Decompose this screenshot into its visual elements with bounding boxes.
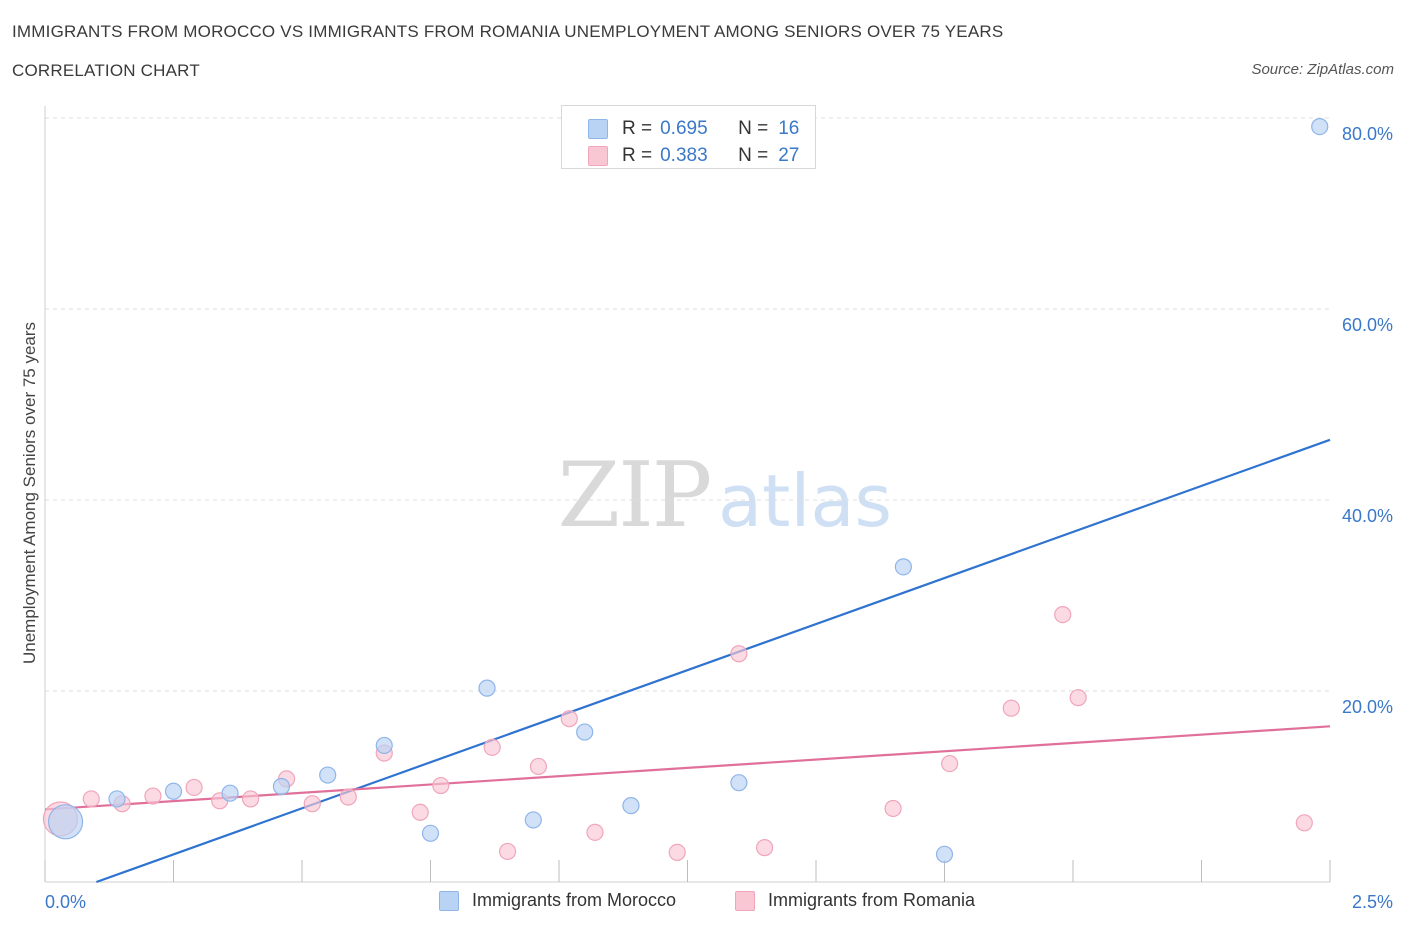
data-point-morocco <box>730 774 748 792</box>
data-point-morocco <box>478 679 496 697</box>
data-point-romania <box>941 754 959 773</box>
series-legend: Immigrants from Morocco Immigrants from … <box>0 890 1406 916</box>
data-points <box>42 117 1329 863</box>
chart-title: IMMIGRANTS FROM MOROCCO VS IMMIGRANTS FR… <box>12 22 1004 41</box>
data-point-morocco <box>319 766 337 784</box>
watermark-atlas: atlas <box>718 459 892 543</box>
y-tick-label: 40.0% <box>1342 506 1393 526</box>
data-point-romania <box>755 839 774 857</box>
tick-labels: 20.0% 40.0% 60.0% 80.0% 0.0% 2.5% <box>45 124 1393 912</box>
trend-lines <box>44 438 1331 884</box>
x-tick-label: 0.0% <box>45 892 86 912</box>
data-point-romania <box>1002 699 1020 717</box>
romania-r-value: 0.383 <box>660 145 708 166</box>
chart-subtitle: CORRELATION CHART <box>12 61 200 80</box>
data-point-morocco <box>164 782 183 800</box>
data-point-morocco <box>1311 117 1329 136</box>
legend-label-romania: Immigrants from Romania <box>768 890 976 910</box>
axes <box>44 106 1331 883</box>
trend-line-romania <box>44 725 1331 811</box>
data-point-romania <box>668 843 686 861</box>
data-point-morocco <box>622 796 640 815</box>
data-point-morocco <box>272 777 291 796</box>
data-point-romania <box>82 790 100 808</box>
data-point-romania <box>730 645 748 663</box>
legend-item-morocco[interactable]: Immigrants from Morocco <box>439 890 676 911</box>
romania-n-value: 27 <box>778 145 800 166</box>
data-point-romania <box>560 710 578 728</box>
data-point-morocco <box>524 811 542 829</box>
n-label: N = <box>738 145 769 166</box>
data-point-morocco <box>935 845 954 863</box>
y-tick-label: 20.0% <box>1342 697 1393 717</box>
source-label: Source: ZipAtlas.com <box>1251 61 1394 78</box>
data-point-romania <box>499 842 517 861</box>
data-point-morocco <box>894 558 912 576</box>
data-point-romania <box>1295 814 1313 832</box>
data-point-morocco <box>108 790 126 808</box>
stats-legend: R = 0.695 N = 16 R = 0.383 N = 27 <box>561 105 816 169</box>
data-point-morocco <box>421 824 440 842</box>
stats-legend-romania: R = 0.383 N = 27 <box>588 144 799 168</box>
grid-lines <box>45 117 1330 692</box>
data-point-romania <box>242 790 260 808</box>
watermark: ZIP atlas <box>558 443 892 548</box>
data-point-romania <box>144 787 162 805</box>
data-point-romania <box>483 738 501 756</box>
data-point-romania <box>411 803 429 821</box>
legend-item-romania[interactable]: Immigrants from Romania <box>735 890 975 911</box>
data-point-romania <box>432 776 450 795</box>
data-point-morocco <box>47 804 84 840</box>
data-point-morocco <box>375 736 393 755</box>
data-point-romania <box>529 757 548 776</box>
data-point-morocco <box>221 784 239 802</box>
stats-legend-morocco: R = 0.695 N = 16 <box>588 117 799 141</box>
data-point-romania <box>185 778 203 797</box>
morocco-legend-swatch <box>439 890 459 911</box>
data-point-romania <box>586 823 604 841</box>
r-label: R = <box>622 118 653 139</box>
data-point-romania <box>1054 605 1072 624</box>
morocco-swatch <box>588 119 608 139</box>
y-tick-label: 60.0% <box>1342 315 1393 335</box>
n-label: N = <box>738 118 769 139</box>
morocco-r-value: 0.695 <box>660 118 708 139</box>
x-tick-label: 2.5% <box>1352 892 1393 912</box>
data-point-morocco <box>576 723 594 741</box>
data-point-romania <box>339 788 357 806</box>
romania-legend-swatch <box>735 890 755 911</box>
legend-label-morocco: Immigrants from Morocco <box>472 890 677 910</box>
trend-line-morocco <box>96 438 1331 884</box>
y-tick-label: 80.0% <box>1342 124 1393 144</box>
data-point-romania <box>1069 689 1087 707</box>
watermark-zip: ZIP <box>558 443 711 548</box>
morocco-n-value: 16 <box>778 118 800 139</box>
data-point-romania <box>303 795 321 813</box>
r-label: R = <box>622 145 653 166</box>
data-point-romania <box>884 799 902 818</box>
romania-swatch <box>588 146 608 166</box>
